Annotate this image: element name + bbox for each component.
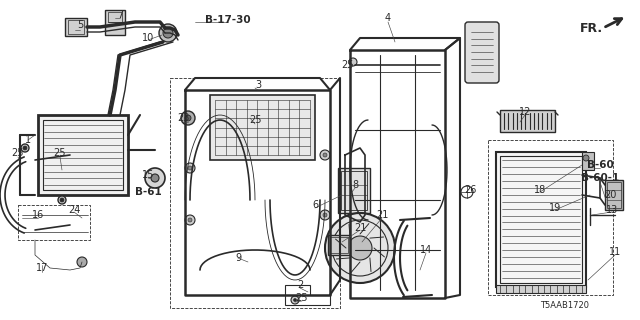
Circle shape [60,198,64,202]
Bar [68,20,84,34]
Circle shape [185,215,195,225]
Circle shape [151,174,159,182]
Text: 25: 25 [296,293,308,303]
Circle shape [325,213,395,283]
Text: B-61: B-61 [134,187,161,197]
Text: 8: 8 [352,180,358,190]
Bar [582,152,594,170]
Text: 18: 18 [534,185,546,195]
Circle shape [323,153,327,157]
Circle shape [188,218,192,222]
Circle shape [320,150,330,160]
Circle shape [163,28,173,38]
Circle shape [294,299,296,301]
Text: 4: 4 [385,13,391,23]
Bar [18,205,90,240]
Bar [210,95,315,160]
Circle shape [23,146,27,150]
Bar [496,285,586,293]
Bar [330,237,348,253]
Bar [607,182,621,208]
Text: 15: 15 [142,170,154,180]
Bar [605,180,623,210]
Text: B-60: B-60 [587,160,613,170]
Circle shape [58,196,66,204]
Text: 5: 5 [77,20,83,30]
Text: B-17-30: B-17-30 [205,15,251,25]
Circle shape [323,213,327,217]
Text: 25: 25 [342,60,355,70]
Circle shape [159,24,177,42]
Circle shape [185,115,191,121]
Text: FR.: FR. [580,21,603,35]
Text: 25: 25 [54,148,67,158]
Circle shape [188,166,192,170]
Text: 10: 10 [142,33,154,43]
Bar [341,171,367,210]
Text: 1: 1 [25,135,31,145]
Text: 20: 20 [604,190,616,200]
Circle shape [77,257,87,267]
Bar [105,10,125,35]
Text: 12: 12 [519,107,531,117]
Text: 19: 19 [549,203,561,213]
Circle shape [185,163,195,173]
Text: 21: 21 [354,223,366,233]
Text: 16: 16 [32,210,44,220]
Circle shape [320,210,330,220]
Text: 21: 21 [376,210,388,220]
Text: 11: 11 [609,247,621,257]
Circle shape [348,236,372,260]
Text: 17: 17 [36,263,48,273]
Bar [328,235,350,255]
FancyBboxPatch shape [465,22,499,83]
Text: 23: 23 [177,113,189,123]
Circle shape [349,58,357,66]
Text: 3: 3 [255,80,261,90]
Bar [496,152,586,287]
Text: 24: 24 [68,205,80,215]
Bar [170,78,340,308]
Circle shape [181,111,195,125]
Text: T5AAB1720: T5AAB1720 [541,301,589,310]
Text: 2: 2 [297,280,303,290]
Bar [500,156,582,283]
Text: 9: 9 [235,253,241,263]
Circle shape [291,296,299,304]
Circle shape [583,155,589,161]
Text: 26: 26 [464,185,476,195]
Bar [43,120,123,190]
Text: B-60-1: B-60-1 [581,173,619,183]
Text: 7: 7 [117,10,123,20]
Circle shape [21,144,29,152]
Bar [108,12,122,22]
Text: 25: 25 [249,115,261,125]
Text: 25: 25 [12,148,24,158]
Text: 14: 14 [420,245,432,255]
Bar [488,140,613,295]
Bar [500,110,555,132]
Bar [65,18,87,36]
Bar [338,168,370,213]
Bar [38,115,128,195]
Text: 13: 13 [606,205,618,215]
Text: 6: 6 [312,200,318,210]
Circle shape [145,168,165,188]
